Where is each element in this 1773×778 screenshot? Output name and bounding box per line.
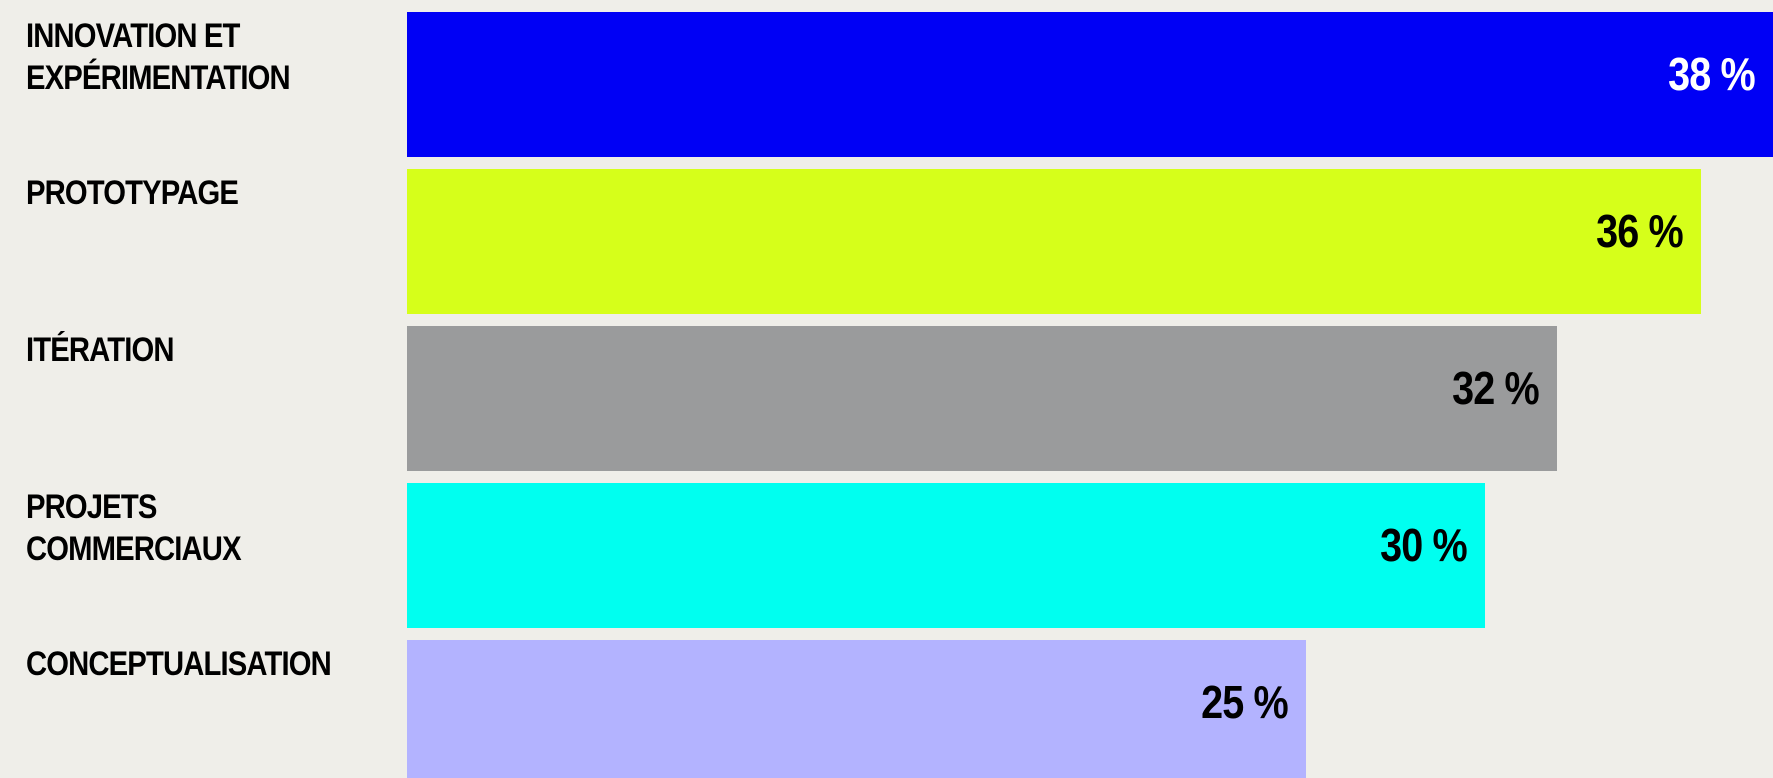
data-label: 30 % <box>1380 519 1468 571</box>
bar <box>407 640 1306 778</box>
category-label: ITÉRATION <box>26 331 175 369</box>
bar <box>407 12 1773 157</box>
bar <box>407 169 1701 314</box>
data-label: 32 % <box>1452 362 1540 414</box>
category-label: PROTOTYPAGE <box>26 174 239 212</box>
bar <box>407 326 1557 471</box>
data-label: 38 % <box>1668 48 1756 100</box>
bar <box>407 483 1485 628</box>
data-label: 25 % <box>1201 676 1289 728</box>
category-label: PROJETS COMMERCIAUX <box>26 488 242 568</box>
data-label: 36 % <box>1596 205 1684 257</box>
category-label: INNOVATION ET EXPÉRIMENTATION <box>26 17 291 97</box>
category-label: CONCEPTUALISATION <box>26 645 332 683</box>
